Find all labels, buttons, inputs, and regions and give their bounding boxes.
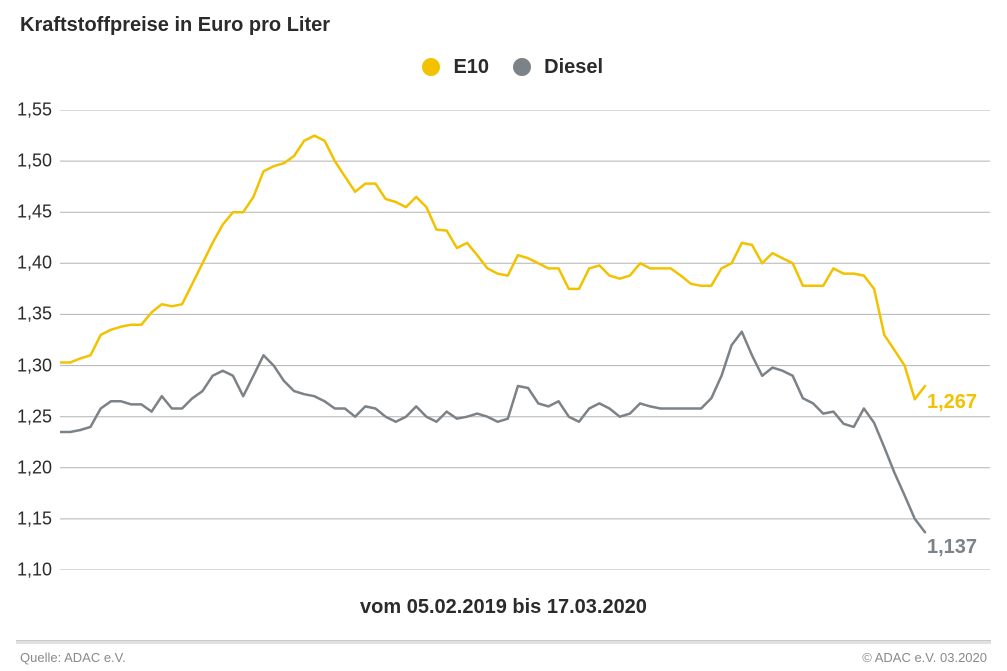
legend-swatch-diesel xyxy=(513,58,531,76)
chart-title: Kraftstoffpreise in Euro pro Liter xyxy=(20,14,330,37)
footer-divider xyxy=(16,640,991,644)
source-text: Quelle: ADAC e.V. xyxy=(20,650,126,665)
legend: E10 Diesel xyxy=(0,56,1007,79)
y-tick-label: 1,10 xyxy=(12,560,52,581)
y-tick-label: 1,25 xyxy=(12,406,52,427)
line-diesel xyxy=(60,332,925,532)
legend-swatch-e10 xyxy=(422,58,440,76)
y-tick-label: 1,40 xyxy=(12,253,52,274)
end-label: 1,137 xyxy=(927,536,977,559)
line-e10 xyxy=(60,136,925,400)
y-tick-label: 1,30 xyxy=(12,355,52,376)
chart-container: Kraftstoffpreise in Euro pro Liter E10 D… xyxy=(0,0,1007,671)
y-tick-label: 1,20 xyxy=(12,457,52,478)
plot-svg xyxy=(60,110,990,570)
y-tick-label: 1,50 xyxy=(12,151,52,172)
y-tick-label: 1,15 xyxy=(12,508,52,529)
plot-area: 1,101,151,201,251,301,351,401,451,501,55 xyxy=(60,110,990,570)
y-tick-label: 1,55 xyxy=(12,100,52,121)
end-label: 1,267 xyxy=(927,391,977,414)
legend-label-e10: E10 xyxy=(453,56,489,78)
legend-label-diesel: Diesel xyxy=(544,56,603,78)
y-tick-label: 1,45 xyxy=(12,202,52,223)
copyright-text: © ADAC e.V. 03.2020 xyxy=(862,650,987,665)
y-tick-label: 1,35 xyxy=(12,304,52,325)
chart-subtitle: vom 05.02.2019 bis 17.03.2020 xyxy=(0,596,1007,619)
